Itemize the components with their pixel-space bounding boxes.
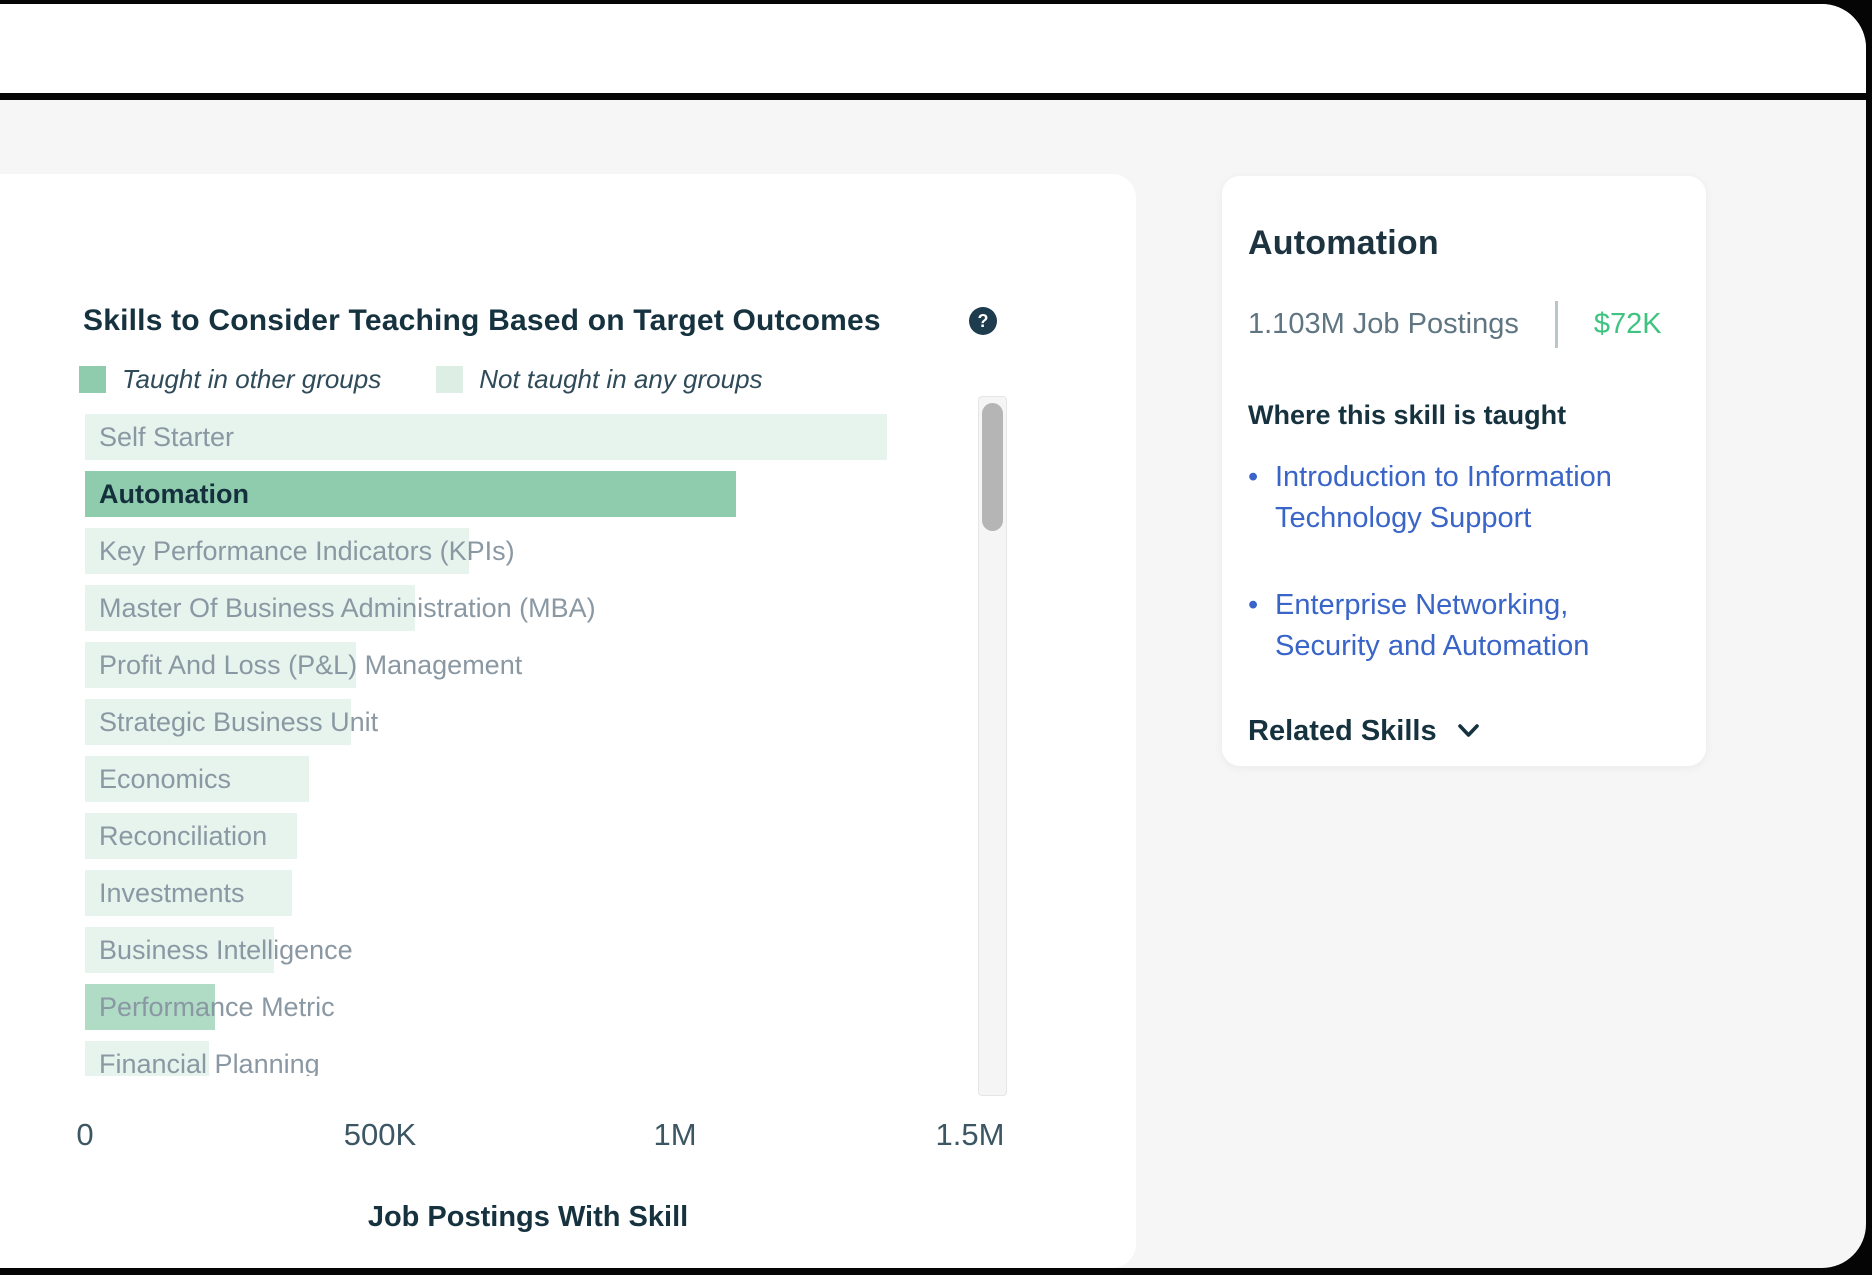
skills-chart-card: Skills to Consider Teaching Based on Tar… [0,174,1136,1268]
app-window: Skills to Consider Teaching Based on Tar… [0,4,1866,1268]
legend-swatch [79,366,106,393]
bar-label: Reconciliation [99,821,268,851]
bar-row[interactable]: Performance Metric [85,984,970,1030]
course-item[interactable]: • Introduction to Information Technology … [1248,457,1676,539]
bar-fill [85,813,297,859]
bar-row[interactable]: Business Intelligence [85,927,970,973]
bar-label: Profit And Loss (P&L) Management [99,650,523,680]
bar-fill [85,585,415,631]
bar-row[interactable]: Reconciliation [85,813,970,859]
legend-swatch [436,366,464,393]
bar-fill [85,984,215,1030]
help-icon[interactable]: ? [969,307,997,335]
course-item[interactable]: • Enterprise Networking, Security and Aut… [1248,585,1676,667]
bullet-icon: • [1248,589,1259,621]
stats-divider [1554,301,1558,348]
related-skills-toggle[interactable]: Related Skills [1248,713,1676,749]
bar-plot: Self Starter Automation Key Performance In… [85,414,970,1076]
bar-fill [85,471,736,517]
bar-fill [85,699,351,745]
bar-row[interactable]: Strategic Business Unit [85,699,970,745]
bar-label: Master Of Business Administration (MBA) [99,593,596,623]
bar-fill [85,414,887,460]
legend-label: Taught in other groups [122,364,382,394]
x-tick-label: 1.5M [935,1117,1005,1152]
course-link[interactable]: Enterprise Networking, Security and Auto… [1275,589,1590,662]
taught-heading: Where this skill is taught [1248,400,1567,430]
x-tick-label: 500K [343,1117,417,1152]
x-tick-label: 1M [653,1117,697,1152]
bar-row[interactable]: Financial Planning [85,1041,970,1076]
x-axis: 0 500K 1M 1.5M [0,1117,1136,1157]
bar-row[interactable]: Self Starter [85,414,970,460]
bar-row[interactable]: Economics [85,756,970,802]
job-postings-count: 1.103M Job Postings [1248,308,1519,340]
bar-label: Key Performance Indicators (KPIs) [99,536,515,566]
median-salary: $72K [1593,308,1662,340]
legend-item: Taught in other groups [79,364,381,395]
bar-fill [85,756,309,802]
bar-row[interactable]: Automation [85,471,970,517]
bar-label: Economics [99,764,232,794]
bar-fill [85,1041,209,1076]
bar-label: Strategic Business Unit [99,707,379,737]
bar-label: Automation [99,479,249,509]
legend-item: Not taught in any groups [436,364,763,395]
legend-label: Not taught in any groups [479,364,763,394]
skill-name: Automation [1248,224,1439,262]
bar-fill [85,927,274,973]
related-skills-label: Related Skills [1248,714,1437,747]
chart-legend: Taught in other groups Not taught in any … [79,364,818,395]
bar-row[interactable]: Master Of Business Administration (MBA) [85,585,970,631]
skill-stats: 1.103M Job Postings $72K [1248,301,1676,348]
bullet-icon: • [1248,461,1259,493]
bar-label: Self Starter [99,422,235,452]
top-nav-bar [0,4,1866,100]
chart-title: Skills to Consider Teaching Based on Tar… [83,304,881,337]
bar-row[interactable]: Investments [85,870,970,916]
bar-label: Financial Planning [99,1049,320,1076]
x-tick-label: 0 [76,1117,94,1152]
bar-label: Performance Metric [99,992,335,1022]
bar-row[interactable]: Profit And Loss (P&L) Management [85,642,970,688]
scrollbar-thumb[interactable] [982,403,1003,531]
chart-scrollbar[interactable] [978,396,1007,1096]
bar-fill [85,528,469,574]
skill-detail-panel: Automation 1.103M Job Postings $72K Wher… [1222,176,1706,766]
x-axis-title: Job Postings With Skill [367,1201,689,1233]
bar-row[interactable]: Key Performance Indicators (KPIs) [85,528,970,574]
bar-fill [85,642,356,688]
chevron-down-icon [1455,717,1482,749]
course-link[interactable]: Introduction to Information Technology S… [1275,461,1612,534]
bar-label: Investments [99,878,245,908]
bar-label: Business Intelligence [99,935,353,965]
bar-fill [85,870,292,916]
course-list: • Introduction to Information Technology … [1248,457,1676,667]
